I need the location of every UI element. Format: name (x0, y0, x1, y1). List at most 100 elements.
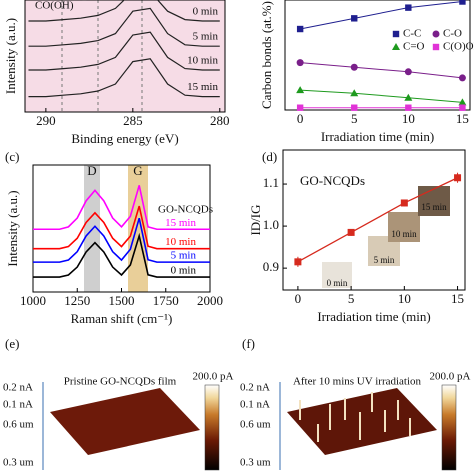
series-line (28, 31, 220, 71)
series-label: 5 min (193, 31, 219, 43)
x-axis-label: Binding energy (eV) (71, 131, 178, 146)
series-line (33, 217, 210, 263)
panel-label: (d) (262, 149, 277, 164)
marker (404, 68, 412, 76)
scale-label: 0.1 nA (3, 399, 33, 411)
series-label: 10 min (165, 236, 196, 248)
marker (404, 93, 413, 101)
afm-e (42, 382, 220, 471)
x-tick-label: 1000 (20, 293, 46, 308)
marker (296, 86, 305, 94)
x-tick-label: 5 (348, 291, 355, 306)
series-line (300, 1, 463, 30)
series-label: 10 min (187, 55, 218, 67)
image-title: After 10 mins UV irradiation (293, 376, 422, 388)
marker (296, 59, 304, 67)
plot-bg (25, 0, 225, 112)
inset-label: 0 min (327, 278, 348, 288)
y-tick-label: 1.0 (263, 217, 279, 232)
x-tick-label: 290 (36, 113, 56, 128)
marker (350, 89, 359, 97)
inset (322, 262, 352, 288)
legend-label: C-O (443, 28, 462, 40)
x-tick-label: 1250 (64, 293, 90, 308)
series-line (33, 185, 210, 231)
marker (400, 199, 408, 207)
inset (418, 186, 450, 216)
series-line (33, 232, 210, 278)
marker (454, 174, 462, 182)
scale-label: 0.2 nA (3, 382, 33, 394)
annotation: GO-NCQDs (158, 204, 213, 216)
legend-label: C=O (403, 41, 425, 53)
marker (459, 0, 466, 5)
scale-label: 0.6 um (3, 419, 34, 431)
x-axis-label: Irradiation time (min) (321, 129, 434, 144)
legend-swatch (392, 43, 400, 50)
plot-frame (24, 0, 226, 113)
series-label: 5 min (171, 250, 197, 262)
series-line (28, 7, 220, 47)
inset-label: 10 min (391, 229, 417, 239)
x-axis-label: Raman shift (cm⁻¹) (71, 311, 173, 326)
image-title: Pristine GO-NCQDs film (64, 376, 177, 388)
x-tick-label: 5 (351, 111, 358, 126)
series-line (33, 205, 210, 250)
plot-frame (282, 149, 466, 291)
x-tick-label: 285 (123, 113, 143, 128)
marker (405, 104, 412, 111)
scale-label: 0.6 um (240, 419, 271, 431)
x-tick-label: 15 (451, 291, 464, 306)
scale-label: 0.3 um (3, 457, 34, 469)
series-line (297, 177, 458, 263)
x-tick-label: 280 (210, 113, 230, 128)
annotation: D (87, 163, 96, 178)
y-axis-label: Carbon bonds (at.%) (259, 1, 274, 109)
annotation: CO(OH) (35, 0, 74, 12)
series-label: 0 min (171, 265, 197, 277)
series-group (33, 185, 210, 278)
marker (458, 98, 467, 106)
annotation: GO-NCQDs (300, 173, 365, 188)
marker (296, 25, 304, 33)
x-tick-label: 1750 (153, 293, 179, 308)
x-tick-label: 10 (402, 111, 415, 126)
scale-label: 0.2 nA (240, 382, 270, 394)
annotation: G (133, 163, 142, 178)
legend-swatch (392, 30, 400, 38)
x-tick-label: 15 (456, 111, 469, 126)
y-tick-label: 1.1 (263, 175, 279, 190)
marker (351, 104, 358, 111)
y-axis-label: Intensity (a.u.) (5, 190, 20, 266)
inset (388, 212, 420, 242)
marker (351, 15, 358, 22)
x-tick-label: 0 (297, 111, 304, 126)
panel-label: (c) (5, 149, 19, 164)
y-axis-label: Intensity (a.u.) (3, 18, 18, 94)
series-group (28, 0, 220, 98)
x-tick-label: 10 (398, 291, 411, 306)
afm-f (279, 382, 457, 471)
x-axis-label: Irradiation time (min) (317, 309, 430, 324)
panel-label: (f) (242, 336, 255, 351)
marker (405, 4, 412, 11)
series-label: 15 min (165, 217, 196, 229)
series-label: 15 min (187, 81, 218, 93)
annotation: C=O (80, 0, 102, 4)
marker (296, 104, 304, 111)
x-tick-label: 2000 (197, 293, 223, 308)
inset-label: 5 min (374, 255, 395, 265)
legend-swatch (432, 43, 440, 51)
band (128, 165, 148, 292)
x-tick-label: 1500 (109, 293, 135, 308)
marker (458, 74, 466, 82)
plot-frame (284, 0, 471, 111)
marker (459, 104, 466, 111)
y-axis-label: ID/IG (248, 204, 263, 235)
series-line (300, 89, 463, 103)
legend-label: C(O)OH (443, 41, 474, 53)
legend-swatch (432, 30, 440, 38)
marker (347, 228, 355, 236)
series-label: 0 min (193, 6, 219, 18)
